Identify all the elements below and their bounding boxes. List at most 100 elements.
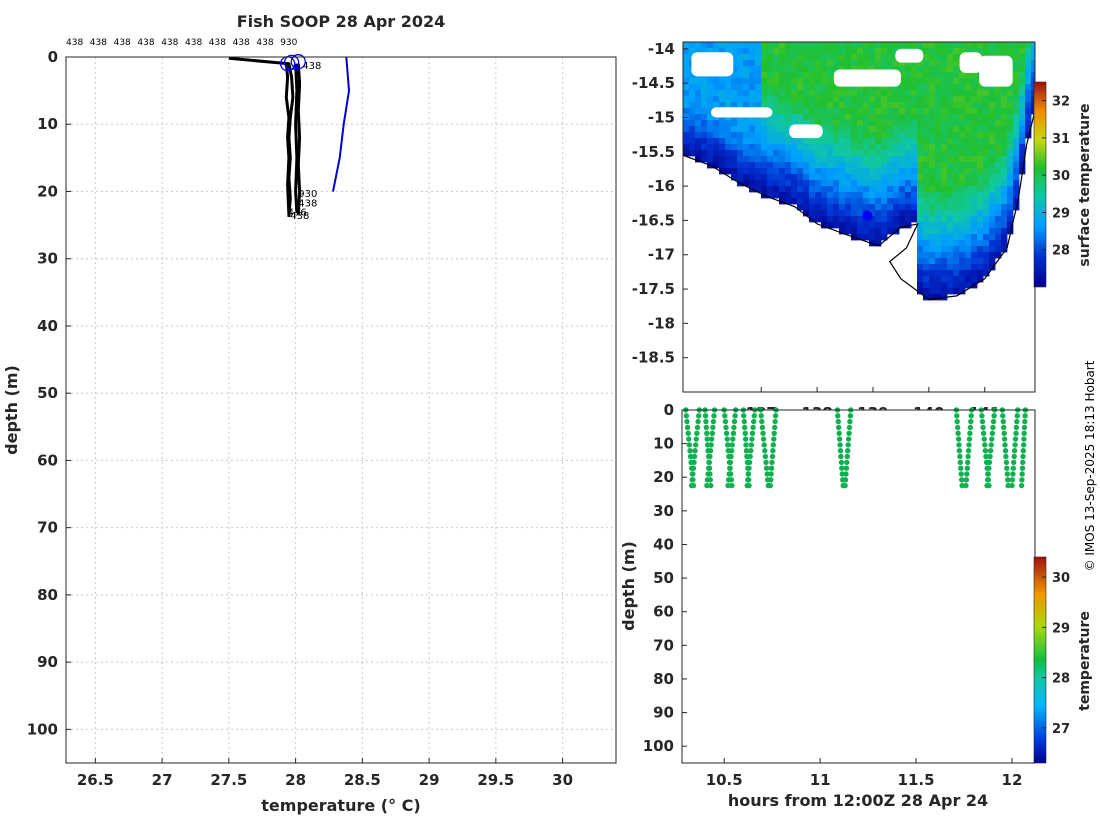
sst-cell	[815, 84, 822, 91]
sst-cell	[815, 60, 822, 67]
sst-cell	[821, 216, 828, 223]
sst-cell	[959, 240, 966, 247]
sst-cell	[863, 120, 870, 127]
temperature-sample-point	[728, 453, 734, 460]
temperature-sample-point	[965, 459, 971, 466]
timeseries-points	[683, 407, 1029, 489]
temperature-sample-point	[982, 442, 988, 448]
sst-cell	[833, 150, 840, 157]
sst-cell	[917, 210, 924, 217]
sst-cell	[857, 132, 864, 139]
sst-cell	[977, 126, 984, 133]
sst-cell	[857, 168, 864, 175]
sst-cell	[839, 60, 846, 67]
sst-cell	[989, 234, 996, 241]
sst-cell	[821, 102, 828, 109]
temperature-sample-point	[1021, 424, 1028, 431]
sst-cell	[989, 204, 996, 211]
sst-cell	[803, 66, 810, 73]
timeseries-y-tick-label: 60	[653, 603, 674, 621]
sst-cell	[857, 114, 864, 121]
sst-cell	[983, 96, 990, 103]
temperature-sample-point	[1009, 477, 1016, 483]
sst-cell	[881, 60, 888, 67]
sst-cell	[923, 90, 930, 97]
sst-cell	[719, 78, 726, 85]
sst-cell	[803, 102, 810, 109]
sst-cell	[731, 102, 738, 109]
sst-cell	[779, 72, 786, 79]
sst-cell	[707, 120, 714, 127]
sst-cell	[857, 120, 864, 127]
sst-cell	[959, 138, 966, 145]
sst-cell	[785, 162, 792, 169]
temperature-sample-point	[990, 418, 997, 425]
sst-cell	[845, 204, 852, 211]
cast-annotation: 436	[288, 208, 307, 219]
sst-cell	[911, 90, 918, 97]
sst-cell	[683, 66, 690, 73]
sst-cell	[1025, 108, 1032, 115]
sst-cell	[833, 162, 840, 169]
sst-cell	[1013, 120, 1020, 127]
sst-cell	[1013, 126, 1020, 133]
timeseries-y-tick-label: 50	[653, 569, 674, 587]
sst-cell	[941, 198, 948, 205]
sst-cell	[905, 42, 912, 49]
sst-cell	[965, 72, 972, 79]
sst-cell	[899, 90, 906, 97]
temperature-sample-point	[746, 465, 752, 471]
sst-cell	[1019, 156, 1026, 163]
sst-cell	[683, 54, 690, 61]
sst-cell	[863, 222, 870, 229]
sst-cell	[917, 120, 924, 127]
sst-cell	[755, 48, 762, 55]
sst-cell	[995, 132, 1002, 139]
sst-cell	[731, 138, 738, 145]
sst-cell	[923, 186, 930, 193]
sst-cell	[779, 96, 786, 103]
temperature-sample-point	[1013, 430, 1019, 436]
sst-cell	[1019, 72, 1026, 79]
sst-cell	[839, 138, 846, 145]
sst-cell	[887, 216, 894, 223]
temperature-sample-point	[704, 482, 710, 489]
sst-cell	[965, 192, 972, 199]
sst-cell	[941, 192, 948, 199]
sst-cell	[863, 96, 870, 103]
sst-cell	[803, 78, 810, 85]
sst-cell	[899, 60, 906, 67]
temperature-sample-point	[1020, 453, 1026, 460]
sst-cell	[887, 108, 894, 115]
sst-cell	[791, 84, 798, 91]
sst-cell	[923, 138, 930, 145]
sst-cell	[869, 180, 876, 187]
sst-cell	[1007, 144, 1014, 151]
temperature-sample-point	[704, 430, 710, 436]
temperature-sample-point	[845, 448, 851, 454]
sst-cell	[779, 102, 786, 109]
sst-cell	[833, 156, 840, 163]
sst-cell	[791, 168, 798, 175]
sst-cell	[875, 126, 882, 133]
sst-cell	[791, 150, 798, 157]
sst-cell	[1007, 42, 1014, 49]
surface-temperature-line	[332, 56, 351, 192]
sst-cell	[1025, 84, 1032, 91]
cast-annotation: 438	[302, 61, 321, 72]
sst-cell	[947, 180, 954, 187]
sst-cell	[935, 204, 942, 211]
sst-cell	[803, 42, 810, 49]
sst-cell	[749, 150, 756, 157]
sst-cell	[971, 204, 978, 211]
sst-cell	[869, 60, 876, 67]
sst-cell	[911, 72, 918, 79]
sst-cell	[683, 150, 690, 157]
sst-cell	[1001, 132, 1008, 139]
sst-cell	[851, 90, 858, 97]
sst-cell	[959, 264, 966, 271]
sst-cell	[773, 126, 780, 133]
sst-cell	[1007, 174, 1014, 181]
sst-cell	[869, 144, 876, 151]
sst-cell	[935, 252, 942, 259]
